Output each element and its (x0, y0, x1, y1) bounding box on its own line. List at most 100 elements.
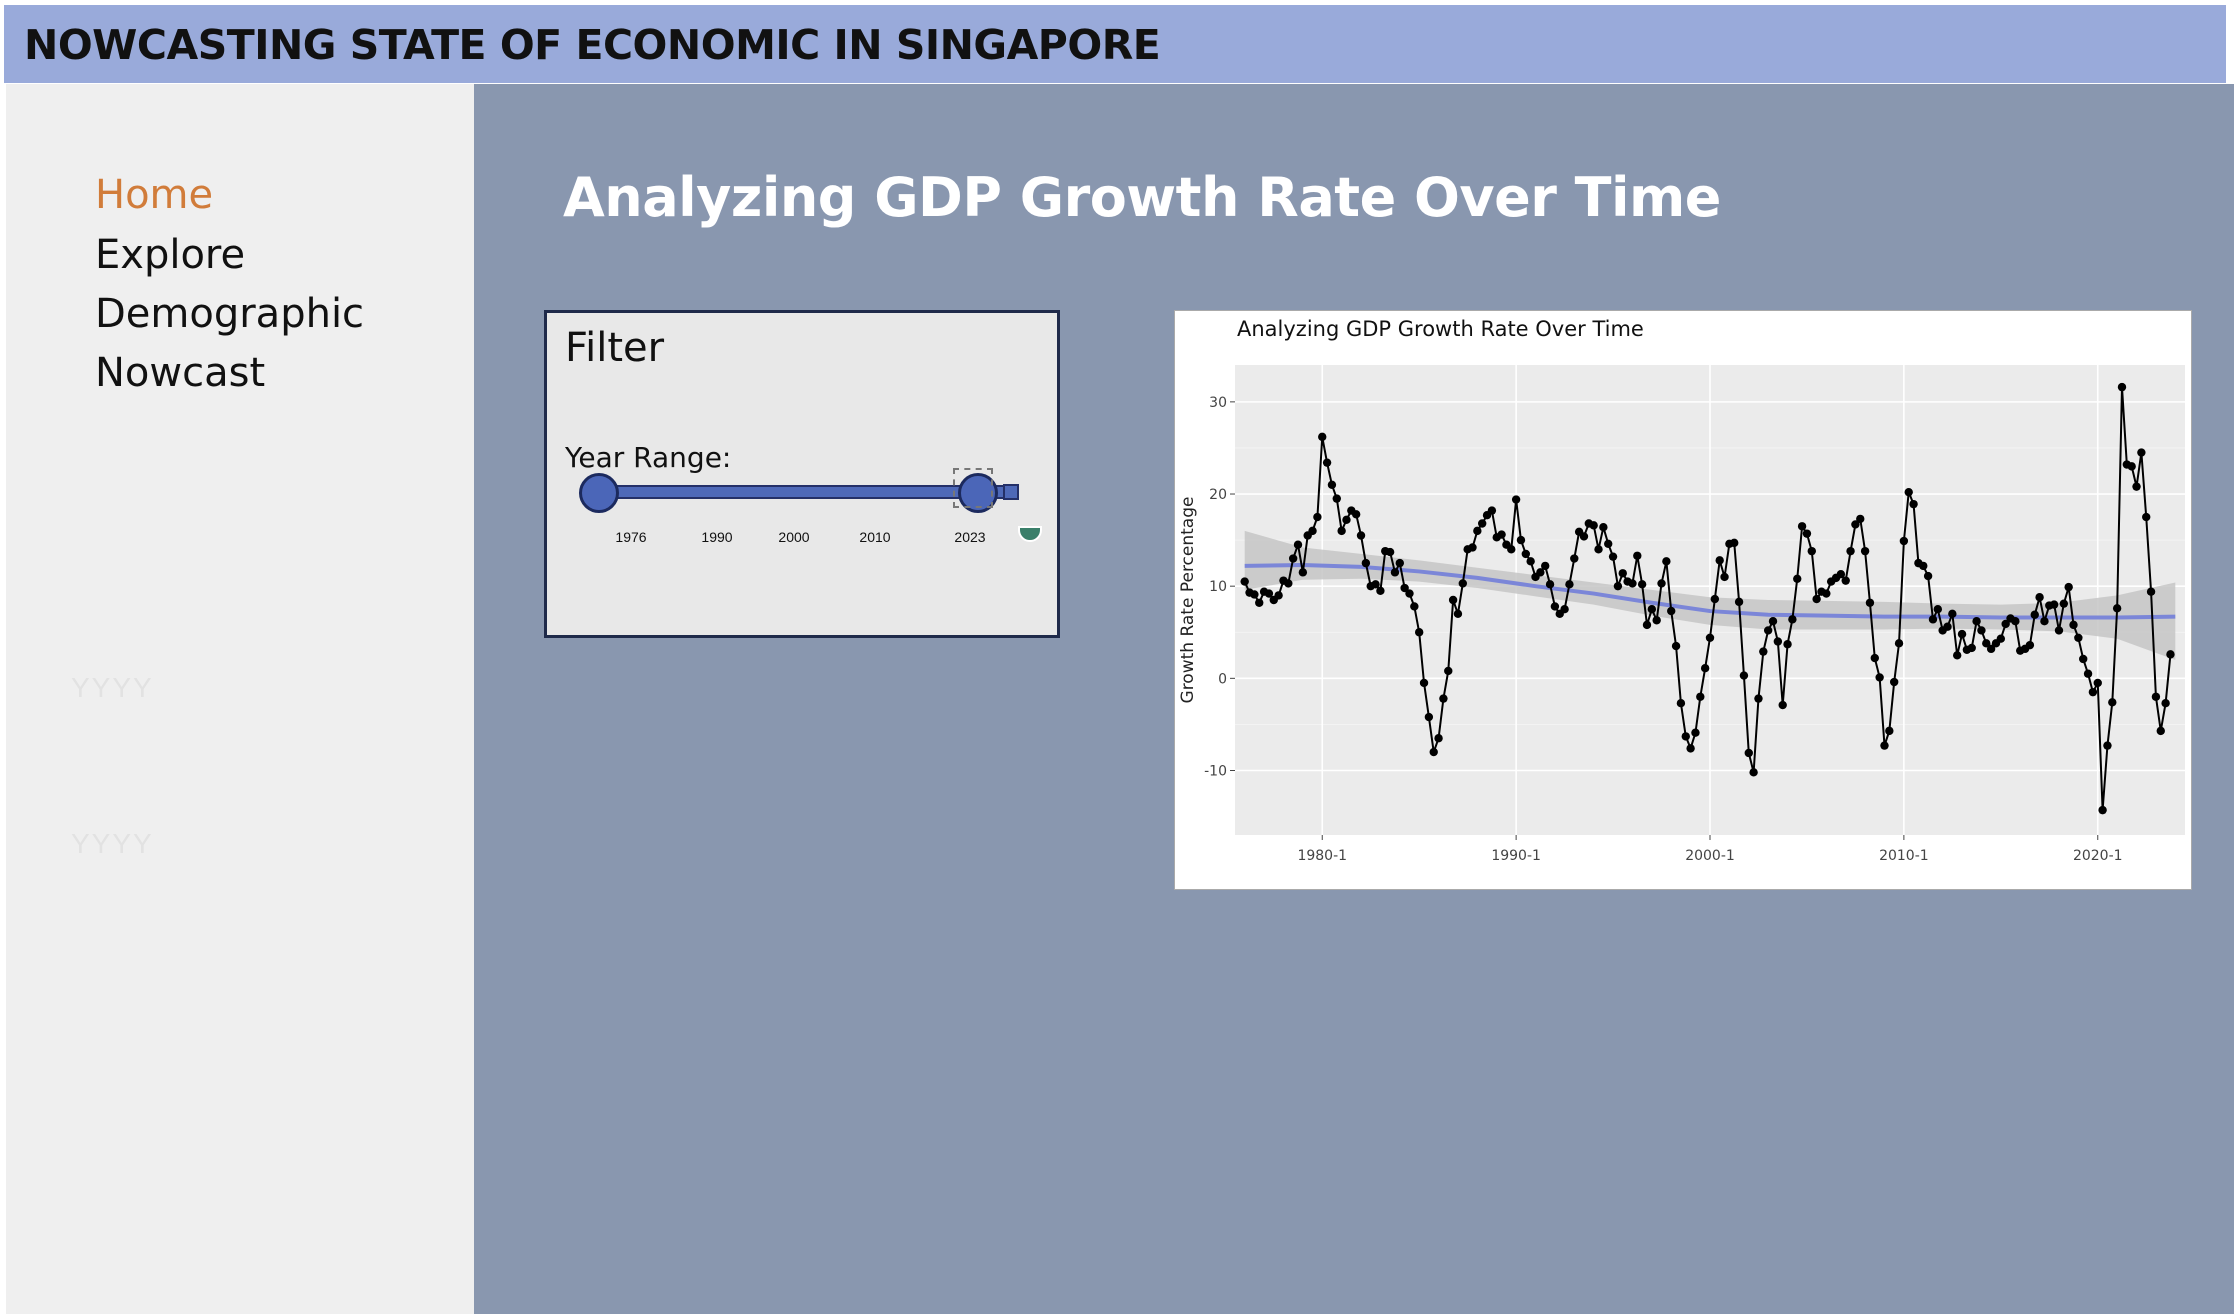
sidebar-item-demographic[interactable]: Demographic (95, 291, 365, 337)
data-point (1424, 712, 1434, 722)
main-panel: Analyzing GDP Growth Rate Over Time Filt… (474, 84, 2234, 1314)
data-point (1400, 583, 1409, 593)
data-point (1313, 512, 1322, 522)
chart-svg: Analyzing GDP Growth Rate Over Time 30 20… (1178, 317, 2185, 864)
data-point (1860, 546, 1870, 556)
data-point (1497, 530, 1506, 539)
data-point (1652, 616, 1661, 625)
data-point (2093, 678, 2102, 688)
data-point (2142, 512, 2151, 522)
data-point (1885, 726, 1894, 736)
data-point (1410, 602, 1419, 611)
data-point (1710, 594, 1720, 604)
data-point (1487, 506, 1497, 515)
y-tick-label: -10 (1204, 763, 1227, 779)
data-point (1444, 666, 1453, 676)
y-tick-label: 10 (1209, 579, 1227, 595)
data-point (2049, 600, 2059, 609)
data-point (2059, 599, 2069, 608)
data-point (2137, 448, 2146, 457)
data-point (1293, 540, 1303, 549)
data-point (1909, 499, 1918, 509)
data-point (1744, 748, 1753, 758)
data-point (1977, 626, 1986, 635)
data-point (2151, 692, 2161, 701)
data-point (2117, 382, 2127, 392)
data-point (1700, 663, 1710, 673)
data-point (1739, 671, 1749, 680)
data-point (1933, 605, 1943, 614)
app-title: NOWCASTING STATE OF ECONOMIC IN SINGAPOR… (24, 21, 1161, 69)
data-point (1628, 579, 1637, 588)
data-point (2083, 669, 2093, 678)
data-point (1986, 644, 1996, 654)
data-point (2146, 587, 2156, 596)
data-point (2127, 462, 2136, 471)
data-point (1351, 510, 1361, 519)
data-point (1696, 692, 1705, 701)
data-point (1342, 515, 1351, 525)
data-point (1841, 576, 1850, 585)
data-point (1332, 494, 1341, 503)
data-point (1390, 568, 1400, 577)
data-point (1545, 580, 1555, 589)
slider-tick-label: 2023 (954, 529, 986, 545)
x-tick-label: 2000-1 (1685, 848, 1735, 864)
data-point (1904, 487, 1913, 497)
data-point (1783, 640, 1792, 649)
data-point (1642, 620, 1652, 630)
data-point (2079, 654, 2088, 664)
data-point (1507, 545, 1516, 554)
data-point (1274, 591, 1283, 600)
data-point (2054, 626, 2064, 635)
slider-tick-label: 2000 (778, 529, 810, 545)
data-point (1473, 526, 1482, 536)
x-tick-label: 2020-1 (2073, 848, 2123, 864)
data-point (1923, 571, 1933, 581)
sidebar-item-nowcast[interactable]: Nowcast (95, 350, 266, 396)
data-point (1240, 577, 1249, 586)
x-tick-label: 1990-1 (1491, 848, 1541, 864)
data-point (1395, 558, 1404, 568)
data-point (1928, 615, 1938, 624)
data-point (2161, 699, 2170, 708)
data-point (2156, 726, 2165, 736)
data-point (1318, 432, 1327, 442)
data-point (1284, 579, 1293, 588)
data-point (1822, 589, 1831, 598)
data-point (1865, 598, 1875, 607)
data-point (1255, 598, 1264, 607)
data-point (1599, 522, 1608, 532)
data-point (1613, 581, 1623, 591)
data-point (1604, 539, 1613, 548)
data-point (1477, 519, 1487, 528)
data-point (1565, 580, 1574, 589)
data-point (1594, 545, 1603, 554)
year-range-min-handle[interactable] (579, 473, 619, 513)
data-point (1376, 586, 1385, 595)
data-point (2035, 593, 2044, 602)
y-axis-label: Growth Rate Percentage (1178, 497, 1198, 704)
sidebar-item-explore[interactable]: Explore (95, 232, 246, 278)
data-point (1705, 633, 1715, 642)
data-point (2064, 582, 2073, 592)
app-header: NOWCASTING STATE OF ECONOMIC IN SINGAPOR… (4, 5, 2226, 83)
y-tick-label: 20 (1209, 487, 1227, 503)
data-point (1948, 609, 1957, 619)
data-point (1429, 747, 1438, 757)
sidebar-item-home[interactable]: Home (95, 172, 214, 218)
data-point (1405, 589, 1414, 598)
data-point (1458, 579, 1468, 588)
data-point (1812, 594, 1821, 604)
year-range-slider-track[interactable] (587, 485, 1011, 499)
data-point (2011, 616, 2020, 626)
x-tick-label: 1980-1 (1297, 848, 1347, 864)
data-point (1720, 572, 1729, 582)
data-point (1749, 768, 1758, 777)
data-point (1647, 605, 1657, 614)
data-point (2074, 633, 2083, 642)
data-point (2030, 610, 2039, 619)
data-point (1919, 561, 1928, 571)
data-point (1361, 558, 1371, 568)
x-tick-label: 2010-1 (1879, 848, 1929, 864)
